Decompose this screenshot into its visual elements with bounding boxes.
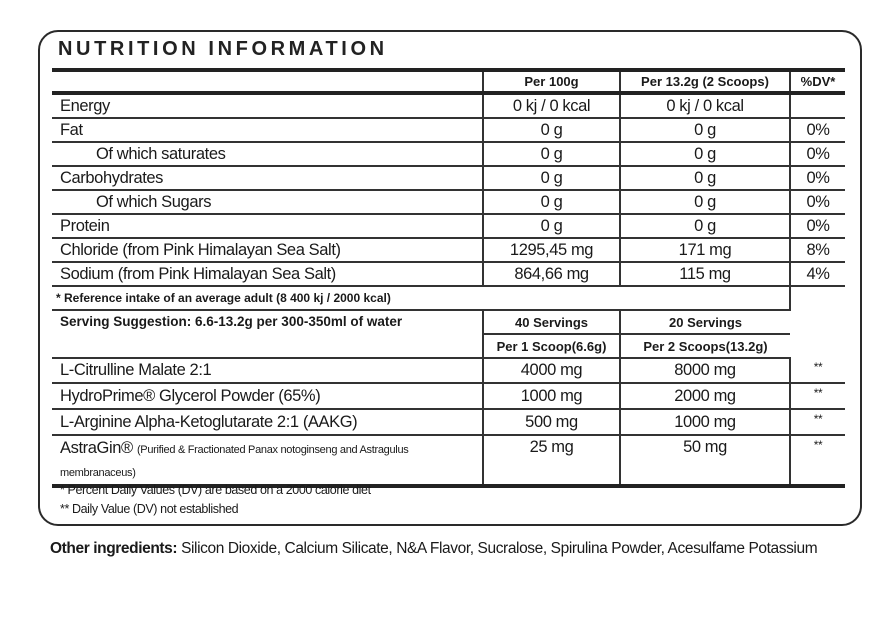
nutrient-dv: 0% bbox=[790, 190, 845, 215]
dv-blank bbox=[790, 286, 845, 358]
ingredient-label: L-Arginine Alpha-Ketoglutarate 2:1 (AAKG… bbox=[60, 412, 358, 431]
ingredient-label: AstraGin® bbox=[60, 439, 133, 457]
nutrient-name: Of which saturates bbox=[52, 142, 484, 167]
other-ingredients: Other ingredients: Silicon Dioxide, Calc… bbox=[50, 537, 850, 561]
nutrient-per-100g: 0 g bbox=[483, 214, 621, 239]
per-2-scoops: Per 2 Scoops(13.2g) bbox=[620, 334, 790, 359]
nutrient-name: Sodium (from Pink Himalayan Sea Salt) bbox=[52, 262, 484, 287]
ingredient-row: L-Arginine Alpha-Ketoglutarate 2:1 (AAKG… bbox=[52, 409, 845, 436]
nutrient-per-serving: 0 kj / 0 kcal bbox=[620, 93, 791, 119]
ingredient-per-1-scoop: 500 mg bbox=[483, 409, 621, 436]
header-dv: %DV* bbox=[790, 68, 845, 95]
ingredient-per-1-scoop: 1000 mg bbox=[483, 383, 621, 410]
ingredient-per-2-scoops: 8000 mg bbox=[620, 358, 791, 384]
nutrient-dv: 8% bbox=[790, 238, 845, 263]
ingredient-name: AstraGin® (Purified & Fractionated Panax… bbox=[52, 435, 484, 488]
header-per-serving: Per 13.2g (2 Scoops) bbox=[620, 68, 791, 95]
serving-per-row: Per 1 Scoop(6.6g) Per 2 Scoops(13.2g) bbox=[52, 334, 845, 359]
ingredient-label: L-Citrulline Malate 2:1 bbox=[60, 361, 212, 379]
nutrient-per-100g: 0 g bbox=[483, 166, 621, 191]
ingredient-name: L-Arginine Alpha-Ketoglutarate 2:1 (AAKG… bbox=[52, 409, 484, 436]
ingredient-per-1-scoop: 4000 mg bbox=[483, 358, 621, 384]
ingredient-dv: ** bbox=[790, 358, 845, 384]
servings-40: 40 Servings bbox=[483, 310, 621, 335]
ingredient-row: AstraGin® (Purified & Fractionated Panax… bbox=[52, 435, 845, 488]
header-row: Per 100g Per 13.2g (2 Scoops) %DV* bbox=[52, 68, 845, 95]
ingredient-per-2-scoops: 1000 mg bbox=[620, 409, 791, 436]
serving-suggestion: Serving Suggestion: 6.6-13.2g per 300-35… bbox=[52, 310, 484, 359]
ingredient-row: L-Citrulline Malate 2:1 4000 mg 8000 mg ** bbox=[52, 358, 845, 384]
nutrient-dv bbox=[790, 93, 845, 119]
ingredient-name: HydroPrime® Glycerol Powder (65%) bbox=[52, 383, 484, 410]
ingredient-subtext: (Purified & Fractionated Panax notoginse… bbox=[60, 444, 409, 479]
panel-title: NUTRITION INFORMATION bbox=[58, 38, 388, 60]
nutrient-per-100g: 0 g bbox=[483, 118, 621, 143]
ingredient-per-2-scoops: 50 mg bbox=[620, 435, 791, 488]
nutrient-per-serving: 115 mg bbox=[620, 262, 791, 287]
nutrient-row: Sodium (from Pink Himalayan Sea Salt) 864… bbox=[52, 262, 845, 287]
nutrient-per-serving: 0 g bbox=[620, 214, 791, 239]
other-ingredients-text: Silicon Dioxide, Calcium Silicate, N&A F… bbox=[177, 540, 818, 557]
nutrient-name: Energy bbox=[52, 93, 484, 119]
nutrient-per-serving: 171 mg bbox=[620, 238, 791, 263]
ingredient-dv: ** bbox=[790, 435, 845, 488]
nutrient-name: Fat bbox=[52, 118, 484, 143]
nutrient-per-serving: 0 g bbox=[620, 118, 791, 143]
nutrient-name: Chloride (from Pink Himalayan Sea Salt) bbox=[52, 238, 484, 263]
nutrient-name: Protein bbox=[52, 214, 484, 239]
nutrient-dv: 0% bbox=[790, 166, 845, 191]
nutrient-dv: 0% bbox=[790, 142, 845, 167]
ingredient-per-1-scoop: 25 mg bbox=[483, 435, 621, 488]
reference-row: * Reference intake of an average adult (… bbox=[52, 286, 845, 311]
nutrient-row: Energy 0 kj / 0 kcal 0 kj / 0 kcal bbox=[52, 93, 845, 119]
ingredient-per-2-scoops: 2000 mg bbox=[620, 383, 791, 410]
ingredient-label: HydroPrime® Glycerol Powder (65%) bbox=[60, 386, 321, 405]
header-label bbox=[52, 68, 484, 95]
nutrient-per-100g: 0 g bbox=[483, 190, 621, 215]
nutrient-dv: 0% bbox=[790, 214, 845, 239]
footnote-dv-not-established: ** Daily Value (DV) not established bbox=[60, 502, 239, 516]
per-1-scoop: Per 1 Scoop(6.6g) bbox=[483, 334, 621, 359]
nutrient-per-serving: 0 g bbox=[620, 142, 791, 167]
nutrient-per-100g: 0 g bbox=[483, 142, 621, 167]
nutrient-name: Of which Sugars bbox=[52, 190, 484, 215]
nutrient-per-100g: 0 kj / 0 kcal bbox=[483, 93, 621, 119]
nutrient-per-100g: 864,66 mg bbox=[483, 262, 621, 287]
footnote-dv: * Percent Daily Values (DV) are based on… bbox=[60, 483, 371, 497]
nutrient-dv: 4% bbox=[790, 262, 845, 287]
reference-note: * Reference intake of an average adult (… bbox=[52, 286, 791, 311]
ingredient-dv: ** bbox=[790, 409, 845, 436]
ingredient-name: L-Citrulline Malate 2:1 bbox=[52, 358, 484, 384]
nutrition-panel bbox=[38, 30, 862, 526]
header-per-100g: Per 100g bbox=[483, 68, 621, 95]
ingredient-dv: ** bbox=[790, 383, 845, 410]
other-ingredients-label: Other ingredients: bbox=[50, 540, 178, 557]
nutrient-per-100g: 1295,45 mg bbox=[483, 238, 621, 263]
nutrient-row: Chloride (from Pink Himalayan Sea Salt) 1… bbox=[52, 238, 845, 263]
nutrient-per-serving: 0 g bbox=[620, 190, 791, 215]
servings-20: 20 Servings bbox=[620, 310, 790, 335]
nutrition-table: Per 100g Per 13.2g (2 Scoops) %DV* Energ… bbox=[52, 68, 845, 488]
nutrient-per-serving: 0 g bbox=[620, 166, 791, 191]
serving-row: Serving Suggestion: 6.6-13.2g per 300-35… bbox=[52, 310, 845, 359]
nutrient-name: Carbohydrates bbox=[52, 166, 484, 191]
ingredient-row: HydroPrime® Glycerol Powder (65%) 1000 mg… bbox=[52, 383, 845, 410]
nutrient-dv: 0% bbox=[790, 118, 845, 143]
